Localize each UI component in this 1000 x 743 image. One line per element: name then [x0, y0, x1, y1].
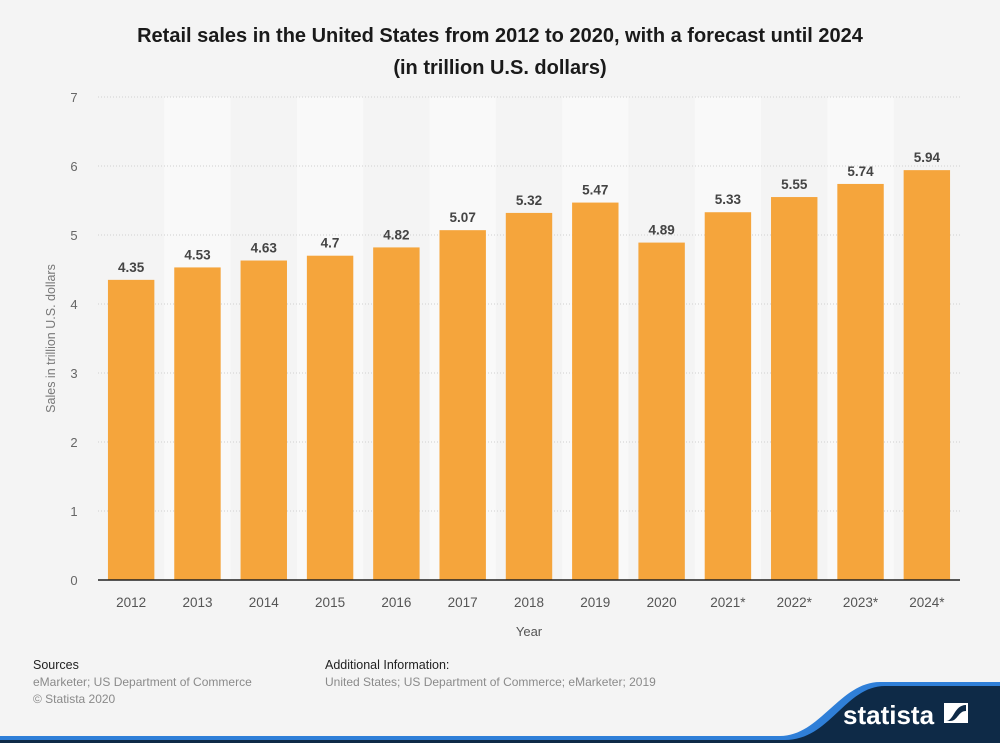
bar	[107, 279, 155, 580]
chart-title: Retail sales in the United States from 2…	[0, 20, 1000, 84]
data-label: 4.53	[184, 247, 211, 262]
bar	[306, 255, 354, 580]
bar	[572, 202, 619, 580]
y-tick-label: 1	[70, 504, 77, 519]
x-tick-label: 2024*	[909, 595, 945, 610]
data-label: 4.7	[321, 236, 340, 251]
x-tick-label: 2017	[448, 595, 478, 610]
y-tick-label: 3	[70, 366, 77, 381]
bar	[373, 247, 420, 581]
bar	[903, 170, 951, 580]
bar	[174, 267, 221, 580]
data-label: 4.35	[118, 260, 145, 275]
x-tick-label: 2014	[249, 595, 280, 610]
data-label: 4.63	[251, 241, 278, 256]
data-label: 4.82	[383, 227, 409, 242]
sources-heading: Sources	[33, 658, 79, 672]
y-tick-label: 5	[70, 228, 77, 243]
x-tick-label: 2016	[381, 595, 411, 610]
chart-title-main: Retail sales in the United States from 2…	[137, 25, 863, 47]
data-label: 5.07	[450, 210, 476, 225]
data-label: 5.33	[715, 192, 742, 207]
data-label: 5.47	[582, 183, 608, 198]
bar	[771, 197, 818, 581]
chart-subtitle: (in trillion U.S. dollars)	[393, 57, 607, 79]
sources-text: eMarketer; US Department of Commerce	[33, 675, 252, 689]
data-label: 5.32	[516, 193, 542, 208]
data-label: 5.94	[914, 150, 941, 165]
bar	[505, 212, 553, 581]
x-tick-label: 2020	[647, 595, 677, 610]
x-tick-label: 2022*	[777, 595, 813, 610]
data-label: 5.55	[781, 177, 808, 192]
additional-info-text: United States; US Department of Commerce…	[325, 675, 656, 689]
bar	[638, 242, 685, 580]
additional-info-heading: Additional Information:	[325, 658, 450, 672]
x-tick-label: 2015	[315, 595, 345, 610]
data-label: 4.89	[648, 223, 674, 238]
x-axis-label: Year	[516, 624, 543, 639]
bar	[704, 212, 752, 581]
bar	[439, 230, 486, 581]
x-tick-label: 2021*	[710, 595, 746, 610]
banner-background	[0, 686, 1000, 743]
y-tick-label: 4	[70, 297, 77, 312]
data-label: 5.74	[847, 164, 874, 179]
y-tick-label: 6	[70, 159, 77, 174]
x-tick-label: 2013	[182, 595, 212, 610]
x-tick-label: 2019	[580, 595, 610, 610]
statista-logo-text: statista	[843, 700, 935, 730]
copyright: © Statista 2020	[33, 692, 116, 706]
y-axis-label: Sales in trillion U.S. dollars	[44, 264, 58, 413]
bar	[837, 183, 884, 580]
y-tick-label: 0	[70, 573, 77, 588]
y-tick-label: 7	[70, 90, 77, 105]
x-tick-label: 2018	[514, 595, 544, 610]
y-tick-label: 2	[70, 435, 77, 450]
bar-chart: 0 1 2 3 4 5 6 7 4.35 4.53 4.63 4.7 4.82 5.07 5.32 5.47…	[44, 90, 960, 639]
x-tick-label: 2012	[116, 595, 146, 610]
bar	[240, 260, 287, 580]
statista-logo-icon	[944, 703, 968, 723]
x-tick-label: 2023*	[843, 595, 879, 610]
